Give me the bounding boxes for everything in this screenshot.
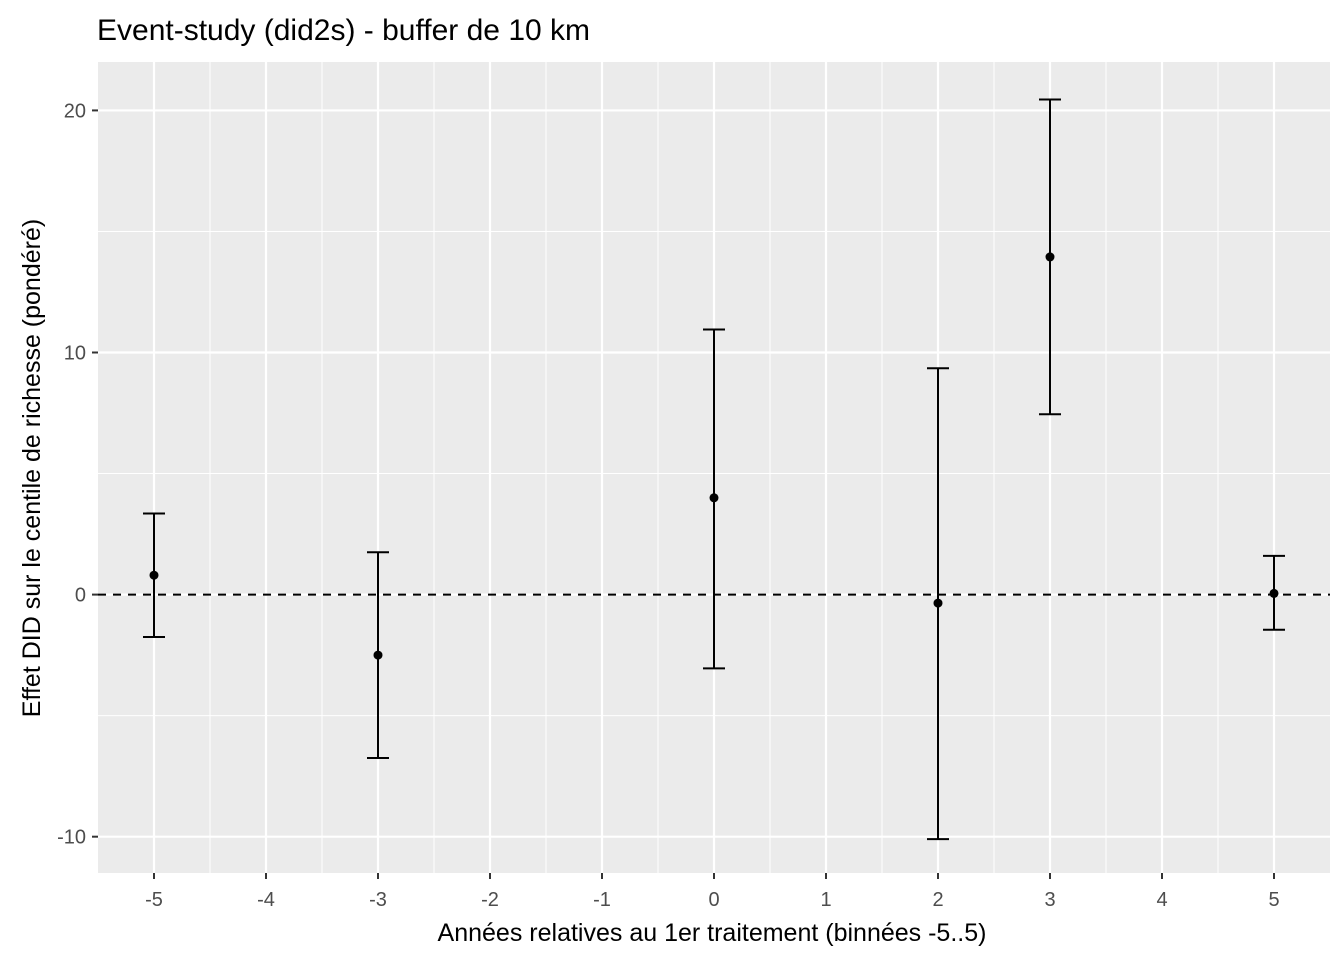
data-point [933, 598, 943, 608]
data-point [149, 570, 159, 580]
x-tick-label: -3 [369, 889, 387, 911]
x-tick-label: -4 [257, 889, 275, 911]
errorbar [1039, 98, 1061, 416]
data-point [373, 650, 383, 660]
errorbar [703, 328, 725, 670]
data-point [709, 493, 719, 503]
y-tick-label: 0 [75, 585, 86, 607]
plot-panel [98, 62, 1330, 873]
y-tick-label: 20 [64, 100, 86, 122]
x-tick-label: 4 [1156, 889, 1167, 911]
y-tick-label: -10 [57, 827, 86, 849]
x-tick-label: 2 [932, 889, 943, 911]
x-tick-label: 0 [708, 889, 719, 911]
errorbar [367, 551, 389, 760]
errorbar [927, 367, 949, 841]
data-point [1045, 252, 1055, 262]
errorbar [1263, 554, 1285, 631]
data-point [1269, 588, 1279, 598]
x-tick-label: -5 [145, 889, 163, 911]
errorbar [143, 512, 165, 638]
x-axis-title: Années relatives au 1er traitement (binn… [438, 919, 987, 947]
x-tick-label: -1 [593, 889, 611, 911]
chart-title: Event-study (did2s) - buffer de 10 km [97, 14, 590, 47]
x-tick-label: -2 [481, 889, 499, 911]
x-tick-label: 1 [820, 889, 831, 911]
y-axis-title: Effet DID sur le centile de richesse (po… [18, 219, 46, 717]
x-tick-label: 5 [1268, 889, 1279, 911]
x-tick-label: 3 [1044, 889, 1055, 911]
y-tick-label: 10 [64, 343, 86, 365]
